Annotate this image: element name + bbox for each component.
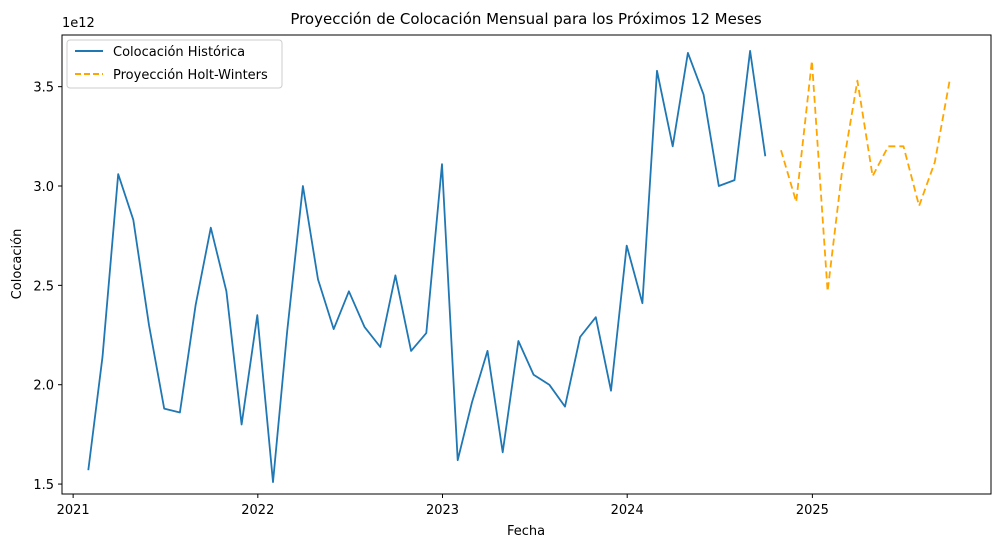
series-line-forecast	[780, 59, 951, 293]
y-tick-label: 2.5	[33, 279, 54, 294]
chart-title: Proyección de Colocación Mensual para lo…	[290, 10, 762, 28]
y-tick-label: 1.5	[33, 478, 54, 493]
legend-label-forecast: Proyección Holt-Winters	[113, 68, 268, 83]
plot-frame	[61, 34, 992, 495]
y-axis-label: Colocación	[10, 229, 25, 300]
y-tick-label: 2.0	[33, 379, 54, 394]
x-tick-label: 2022	[241, 503, 274, 518]
plot-series	[87, 50, 951, 484]
x-axis-label: Fecha	[507, 524, 545, 539]
x-tick-label: 2025	[796, 503, 829, 518]
series-line-historical	[87, 50, 767, 484]
legend: Colocación Histórica Proyección Holt-Win…	[66, 39, 283, 89]
x-tick-label: 2023	[426, 503, 459, 518]
x-tick-label: 2024	[611, 503, 644, 518]
x-axis: 2021 2022 2023 2024 2025	[57, 494, 829, 518]
legend-label-historical: Colocación Histórica	[113, 45, 245, 60]
x-tick-label: 2021	[57, 503, 90, 518]
legend-box	[66, 39, 283, 89]
y-tick-label: 3.5	[33, 81, 54, 96]
y-axis-offset-text: 1e12	[62, 16, 95, 31]
y-axis: 1.5 2.0 2.5 3.0 3.5	[33, 81, 62, 493]
y-tick-label: 3.0	[33, 180, 54, 195]
